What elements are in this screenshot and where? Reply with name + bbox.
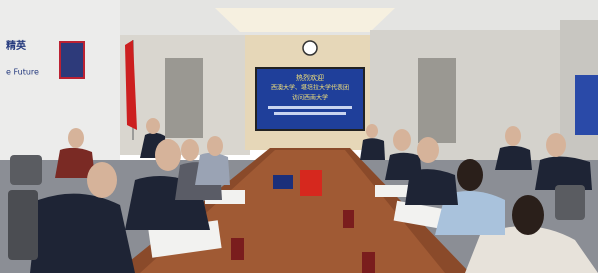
screen-line [274,112,346,115]
wall-sign: 精英 [6,39,27,52]
screen-text: 热烈欢迎 [296,73,324,82]
chair [10,155,42,185]
side-screen [575,75,598,135]
person [195,153,230,185]
person [495,146,532,170]
door [165,58,203,138]
chair [8,190,38,260]
face [505,126,521,146]
hair [457,159,483,191]
photo: 精英 e Future 热烈欢迎 西澳大学、堪培拉大学代表团 访问西南大学 [0,0,598,273]
face [417,137,439,163]
desk-flag [273,175,293,189]
face [146,118,160,134]
person [30,194,135,273]
screen-line [268,106,352,109]
door [418,58,456,143]
face [155,139,181,171]
ceiling-light [215,8,395,32]
cup [362,252,375,273]
wall-sign: e Future [6,68,39,77]
cup [231,238,244,260]
screen-text: 访问西南大学 [292,94,328,102]
face [87,162,117,198]
desk-flag [300,170,322,196]
person [360,138,385,160]
logo [60,42,84,78]
person [385,153,422,180]
face [546,133,566,157]
cup [343,210,354,228]
face [68,128,84,148]
person [535,156,592,190]
hair [512,195,544,235]
clock [303,41,317,55]
face [181,139,199,161]
chair [555,185,585,220]
screen-text: 西澳大学、堪培拉大学代表团 [271,84,349,92]
face [207,136,223,156]
face [393,129,411,151]
face [366,124,378,138]
paper [375,185,410,197]
